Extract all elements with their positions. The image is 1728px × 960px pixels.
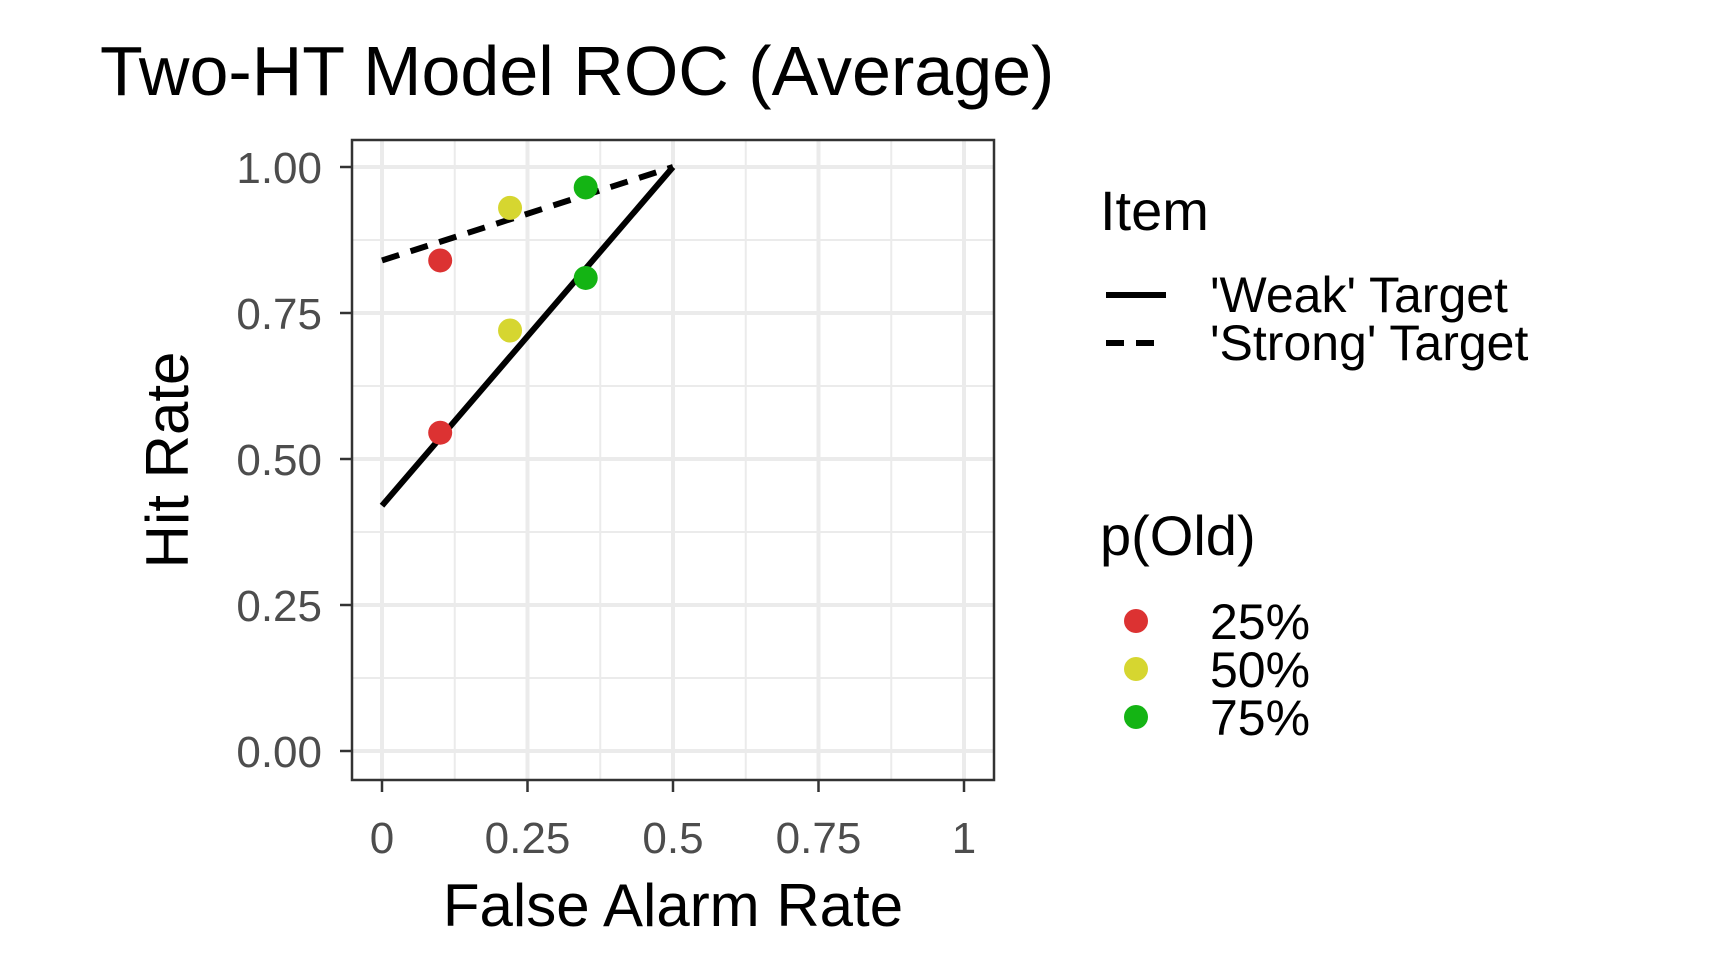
y-tick-label: 0.75 [236,290,322,339]
data-point-50pct [498,318,523,343]
legend-label-pold: 50% [1210,642,1310,698]
weak-target-line [379,165,676,508]
data-point-75pct [573,265,598,290]
x-tick-label: 0 [370,814,394,863]
legend-label-pold: 75% [1210,690,1310,746]
data-point-50pct [498,195,523,220]
y-tick-label: 0.25 [236,582,322,631]
grid [352,140,994,780]
data-point-25pct [428,420,453,445]
x-tick-label: 1 [952,814,976,863]
legend-key-75pct [1124,705,1148,729]
y-tick-label: 0.00 [236,728,322,777]
y-axis-title: Hit Rate [134,352,201,569]
legend-key-25pct [1124,609,1148,633]
data-point-75pct [573,175,598,200]
legend-title-pold: p(Old) [1100,504,1256,567]
legend-label-strong: 'Strong' Target [1210,315,1528,371]
series-layer [379,164,676,508]
strong-target-line [381,164,674,264]
y-tick-label: 0.50 [236,436,322,485]
legend-key-50pct [1124,657,1148,681]
axis-ticks: 0 0.25 0.5 0.75 1 0.00 0.25 0.50 0.75 1.00 [236,144,976,863]
chart-title: Two-HT Model ROC (Average) [100,32,1054,110]
x-tick-label: 0.25 [485,814,571,863]
legend-title-item: Item [1100,179,1209,242]
x-tick-label: 0.75 [776,814,862,863]
legend-label-pold: 25% [1210,594,1310,650]
legend-label-weak: 'Weak' Target [1210,267,1508,323]
x-axis-title: False Alarm Rate [443,872,903,939]
x-tick-label: 0.5 [642,814,703,863]
legend: Item 'Weak' Target 'Strong' Target p(Old… [1100,179,1528,746]
data-point-25pct [428,248,453,273]
y-tick-label: 1.00 [236,144,322,193]
